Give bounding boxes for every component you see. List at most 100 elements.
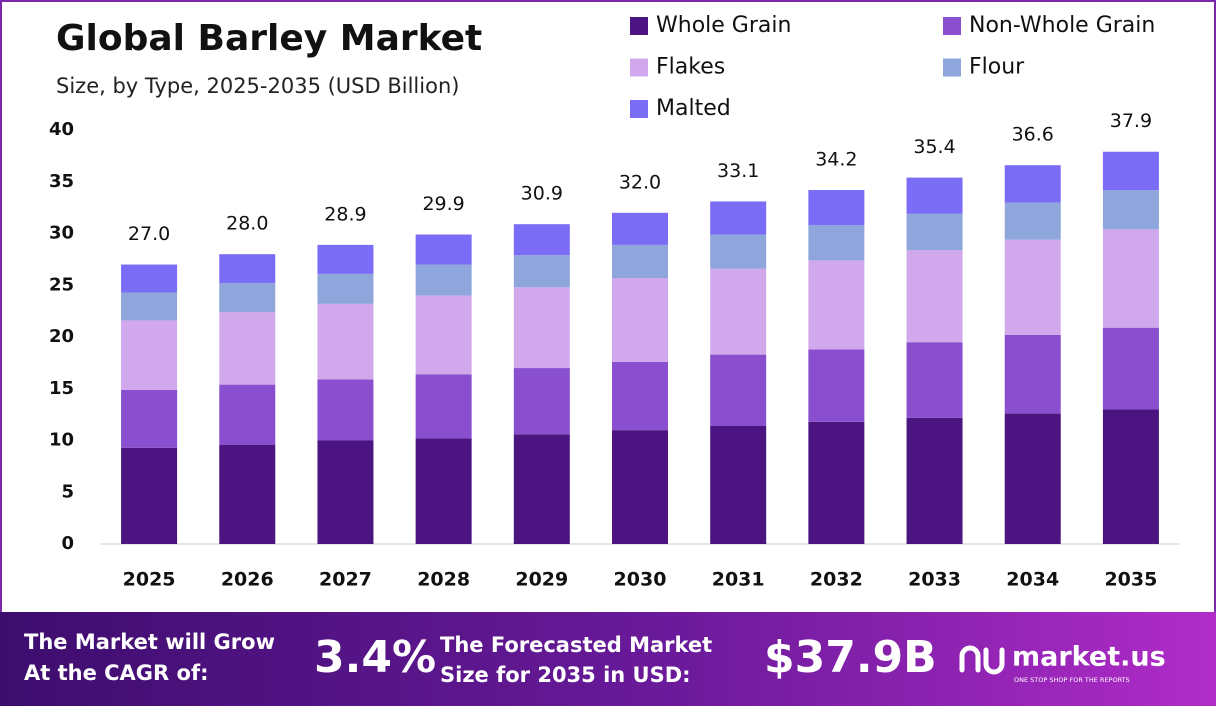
total-label: 37.9 <box>1110 110 1152 132</box>
bar-segment <box>513 287 570 369</box>
total-label: 33.1 <box>717 160 759 182</box>
bar-segment <box>1102 327 1159 410</box>
bar-segment <box>710 268 767 355</box>
cagr-value: 3.4% <box>314 632 436 683</box>
bar-segment <box>415 295 472 375</box>
y-tick-label: 5 <box>61 481 74 502</box>
bar-segment <box>219 283 276 313</box>
forecast-value: $37.9B <box>764 632 937 683</box>
bar-segment <box>513 368 570 435</box>
bar-segment <box>121 320 178 390</box>
x-tick-label: 2029 <box>515 569 568 591</box>
bar-segment <box>513 224 570 256</box>
bar-segment <box>612 361 668 431</box>
bar-segment <box>808 260 865 350</box>
brand: market.us <box>1012 642 1166 673</box>
chart-subtitle: Size, by Type, 2025-2035 (USD Billion) <box>56 74 459 98</box>
x-tick-label: 2033 <box>908 569 961 591</box>
total-label: 36.6 <box>1012 124 1054 146</box>
bar-segment <box>808 190 865 226</box>
x-tick-label: 2027 <box>319 569 372 591</box>
brand-logo <box>959 645 1005 675</box>
cagr-text: The Market will Grow <box>24 630 275 654</box>
bar-segment <box>121 264 178 293</box>
bar-segment <box>513 434 570 544</box>
footer-band <box>0 612 1216 706</box>
bar-segment <box>219 312 276 385</box>
plot: 051015202530354027.0202528.0202628.92027… <box>49 110 1180 591</box>
footer: The Market will Grow At the CAGR of: 3.4… <box>24 630 1166 687</box>
total-label: 27.0 <box>128 223 170 245</box>
bar-segment <box>1004 413 1061 544</box>
bar-segment <box>906 177 963 214</box>
bar-segment <box>317 440 374 544</box>
bar-segment <box>1102 409 1159 544</box>
bar-segment <box>121 447 178 544</box>
bar-segment <box>710 426 767 544</box>
bar-segment <box>906 250 963 343</box>
legend-label: Flakes <box>656 55 725 80</box>
chart-title: Global Barley Market <box>56 18 482 59</box>
bar-segment <box>1004 239 1061 335</box>
bar-segment <box>415 438 472 544</box>
x-tick-label: 2035 <box>1104 569 1157 591</box>
total-label: 34.2 <box>815 149 857 171</box>
legend-swatch <box>630 100 648 118</box>
legend-swatch <box>943 17 961 35</box>
bar-segment <box>415 264 472 296</box>
bar-segment <box>808 349 865 422</box>
total-label: 35.4 <box>913 136 955 158</box>
legend-label: Flour <box>969 55 1025 80</box>
legend-label: Whole Grain <box>656 13 791 38</box>
y-tick-label: 20 <box>49 326 74 347</box>
x-tick-label: 2026 <box>221 569 274 591</box>
cagr-text: At the CAGR of: <box>24 661 209 685</box>
total-label: 28.9 <box>324 203 366 225</box>
bar-segment <box>612 212 668 245</box>
bar-segment <box>612 430 668 544</box>
bar-segment <box>513 255 570 288</box>
forecast-text: Size for 2035 in USD: <box>440 663 691 687</box>
y-tick-label: 40 <box>49 119 74 140</box>
tagline: ONE STOP SHOP FOR THE REPORTS <box>1014 676 1130 684</box>
legend-swatch <box>630 58 648 77</box>
bar-segment <box>710 201 767 235</box>
bar-segment <box>219 384 276 445</box>
bar-segment <box>808 421 865 544</box>
bar-segment <box>710 354 767 427</box>
y-tick-label: 15 <box>49 378 74 399</box>
bar-segment <box>906 417 963 544</box>
x-tick-label: 2031 <box>712 569 765 591</box>
total-label: 32.0 <box>619 171 661 193</box>
x-tick-label: 2028 <box>417 569 470 591</box>
x-tick-label: 2032 <box>810 569 863 591</box>
x-tick-label: 2034 <box>1006 569 1059 591</box>
bar-segment <box>415 234 472 265</box>
x-tick-label: 2025 <box>123 569 176 591</box>
bar-segment <box>415 374 472 439</box>
forecast-text: The Forecasted Market <box>440 633 712 657</box>
bar-segment <box>219 254 276 284</box>
bar-segment <box>1004 334 1061 414</box>
y-tick-label: 10 <box>49 430 74 451</box>
bar-segment <box>121 292 178 321</box>
x-tick-label: 2030 <box>614 569 667 591</box>
bar-segment <box>808 225 865 261</box>
legend-swatch <box>630 17 648 35</box>
bar-segment <box>1004 202 1061 240</box>
bar-segment <box>317 244 374 274</box>
bar-segment <box>219 444 276 544</box>
y-tick-label: 35 <box>49 171 74 192</box>
total-label: 28.0 <box>226 213 268 235</box>
bar-segment <box>906 342 963 418</box>
bar-segment <box>121 389 178 448</box>
bar-segment <box>317 303 374 380</box>
y-tick-label: 0 <box>61 533 74 554</box>
bar-segment <box>906 213 963 251</box>
bar-segment <box>317 273 374 304</box>
bar-segment <box>1102 151 1159 191</box>
legend-label: Malted <box>656 96 731 121</box>
bar-segment <box>612 278 668 362</box>
bar-segment <box>1102 190 1159 230</box>
